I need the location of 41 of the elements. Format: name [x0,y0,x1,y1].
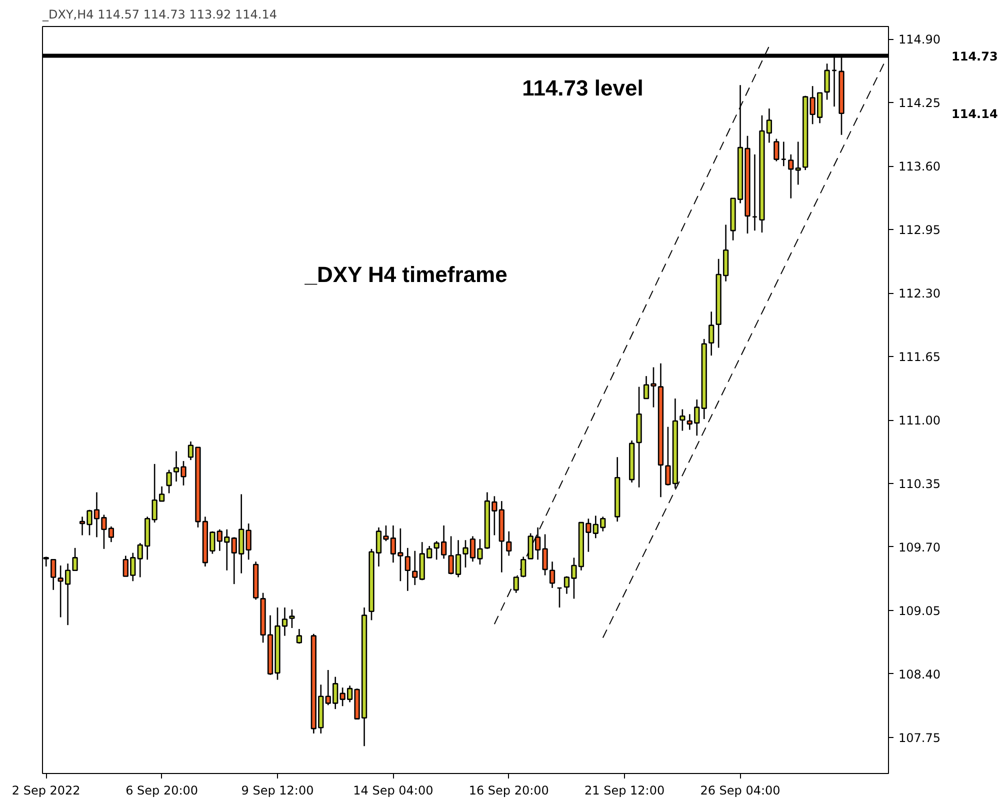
annotation: _DXY H4 timeframe [304,262,508,288]
candlestick [513,576,519,594]
y-tick-label: 109.70 [898,540,940,554]
candlestick [289,608,295,629]
annotation: 114.73 level [522,75,644,100]
x-tick-label: 2 Sep 2022 [12,784,80,798]
candlestick [788,154,794,200]
y-tick-label: 111.00 [898,414,940,428]
candlestick [506,530,512,556]
candlestick [246,522,252,560]
x-tick-label: 14 Sep 04:00 [353,784,434,798]
x-tick-label: 26 Sep 04:00 [700,784,780,798]
y-tick-label: 108.40 [898,667,940,682]
y-tick-label: 110.35 [898,476,940,491]
candlestick [296,628,302,644]
x-tick-label: 16 Sep 20:00 [468,784,549,798]
candlestick [549,560,556,589]
y-tick-label: 107.75 [898,730,940,745]
y-tick-label: 109.05 [898,604,940,618]
y-tick-label: 112.95 [898,223,940,238]
candlestick [680,408,686,432]
y-tick-label: 111.65 [898,350,940,364]
candlestick [824,62,830,100]
chart-title: _DXY,H4 114.57 114.73 113.92 114.14 [42,8,277,22]
x-tick-label: 9 Sep 12:00 [241,784,314,798]
y-tick-label: 114.90 [898,32,940,47]
candlestick [412,550,418,586]
y-tick-label: 112.30 [898,286,940,301]
x-tick-label: 21 Sep 12:00 [584,784,665,798]
y-tick-label: 113.60 [898,160,940,174]
candlestick [520,556,526,578]
y-tick-label: 114.25 [898,96,940,110]
candlestick [795,141,801,186]
candlestick [708,310,714,356]
candlestick [404,547,410,592]
candlestick [774,138,780,162]
x-tick-label: 6 Sep 20:00 [126,784,198,798]
ref-line-label: 114.73 [952,49,998,64]
candlestick [50,559,56,591]
text: 114.14 [952,106,998,121]
candlestick [166,469,172,494]
